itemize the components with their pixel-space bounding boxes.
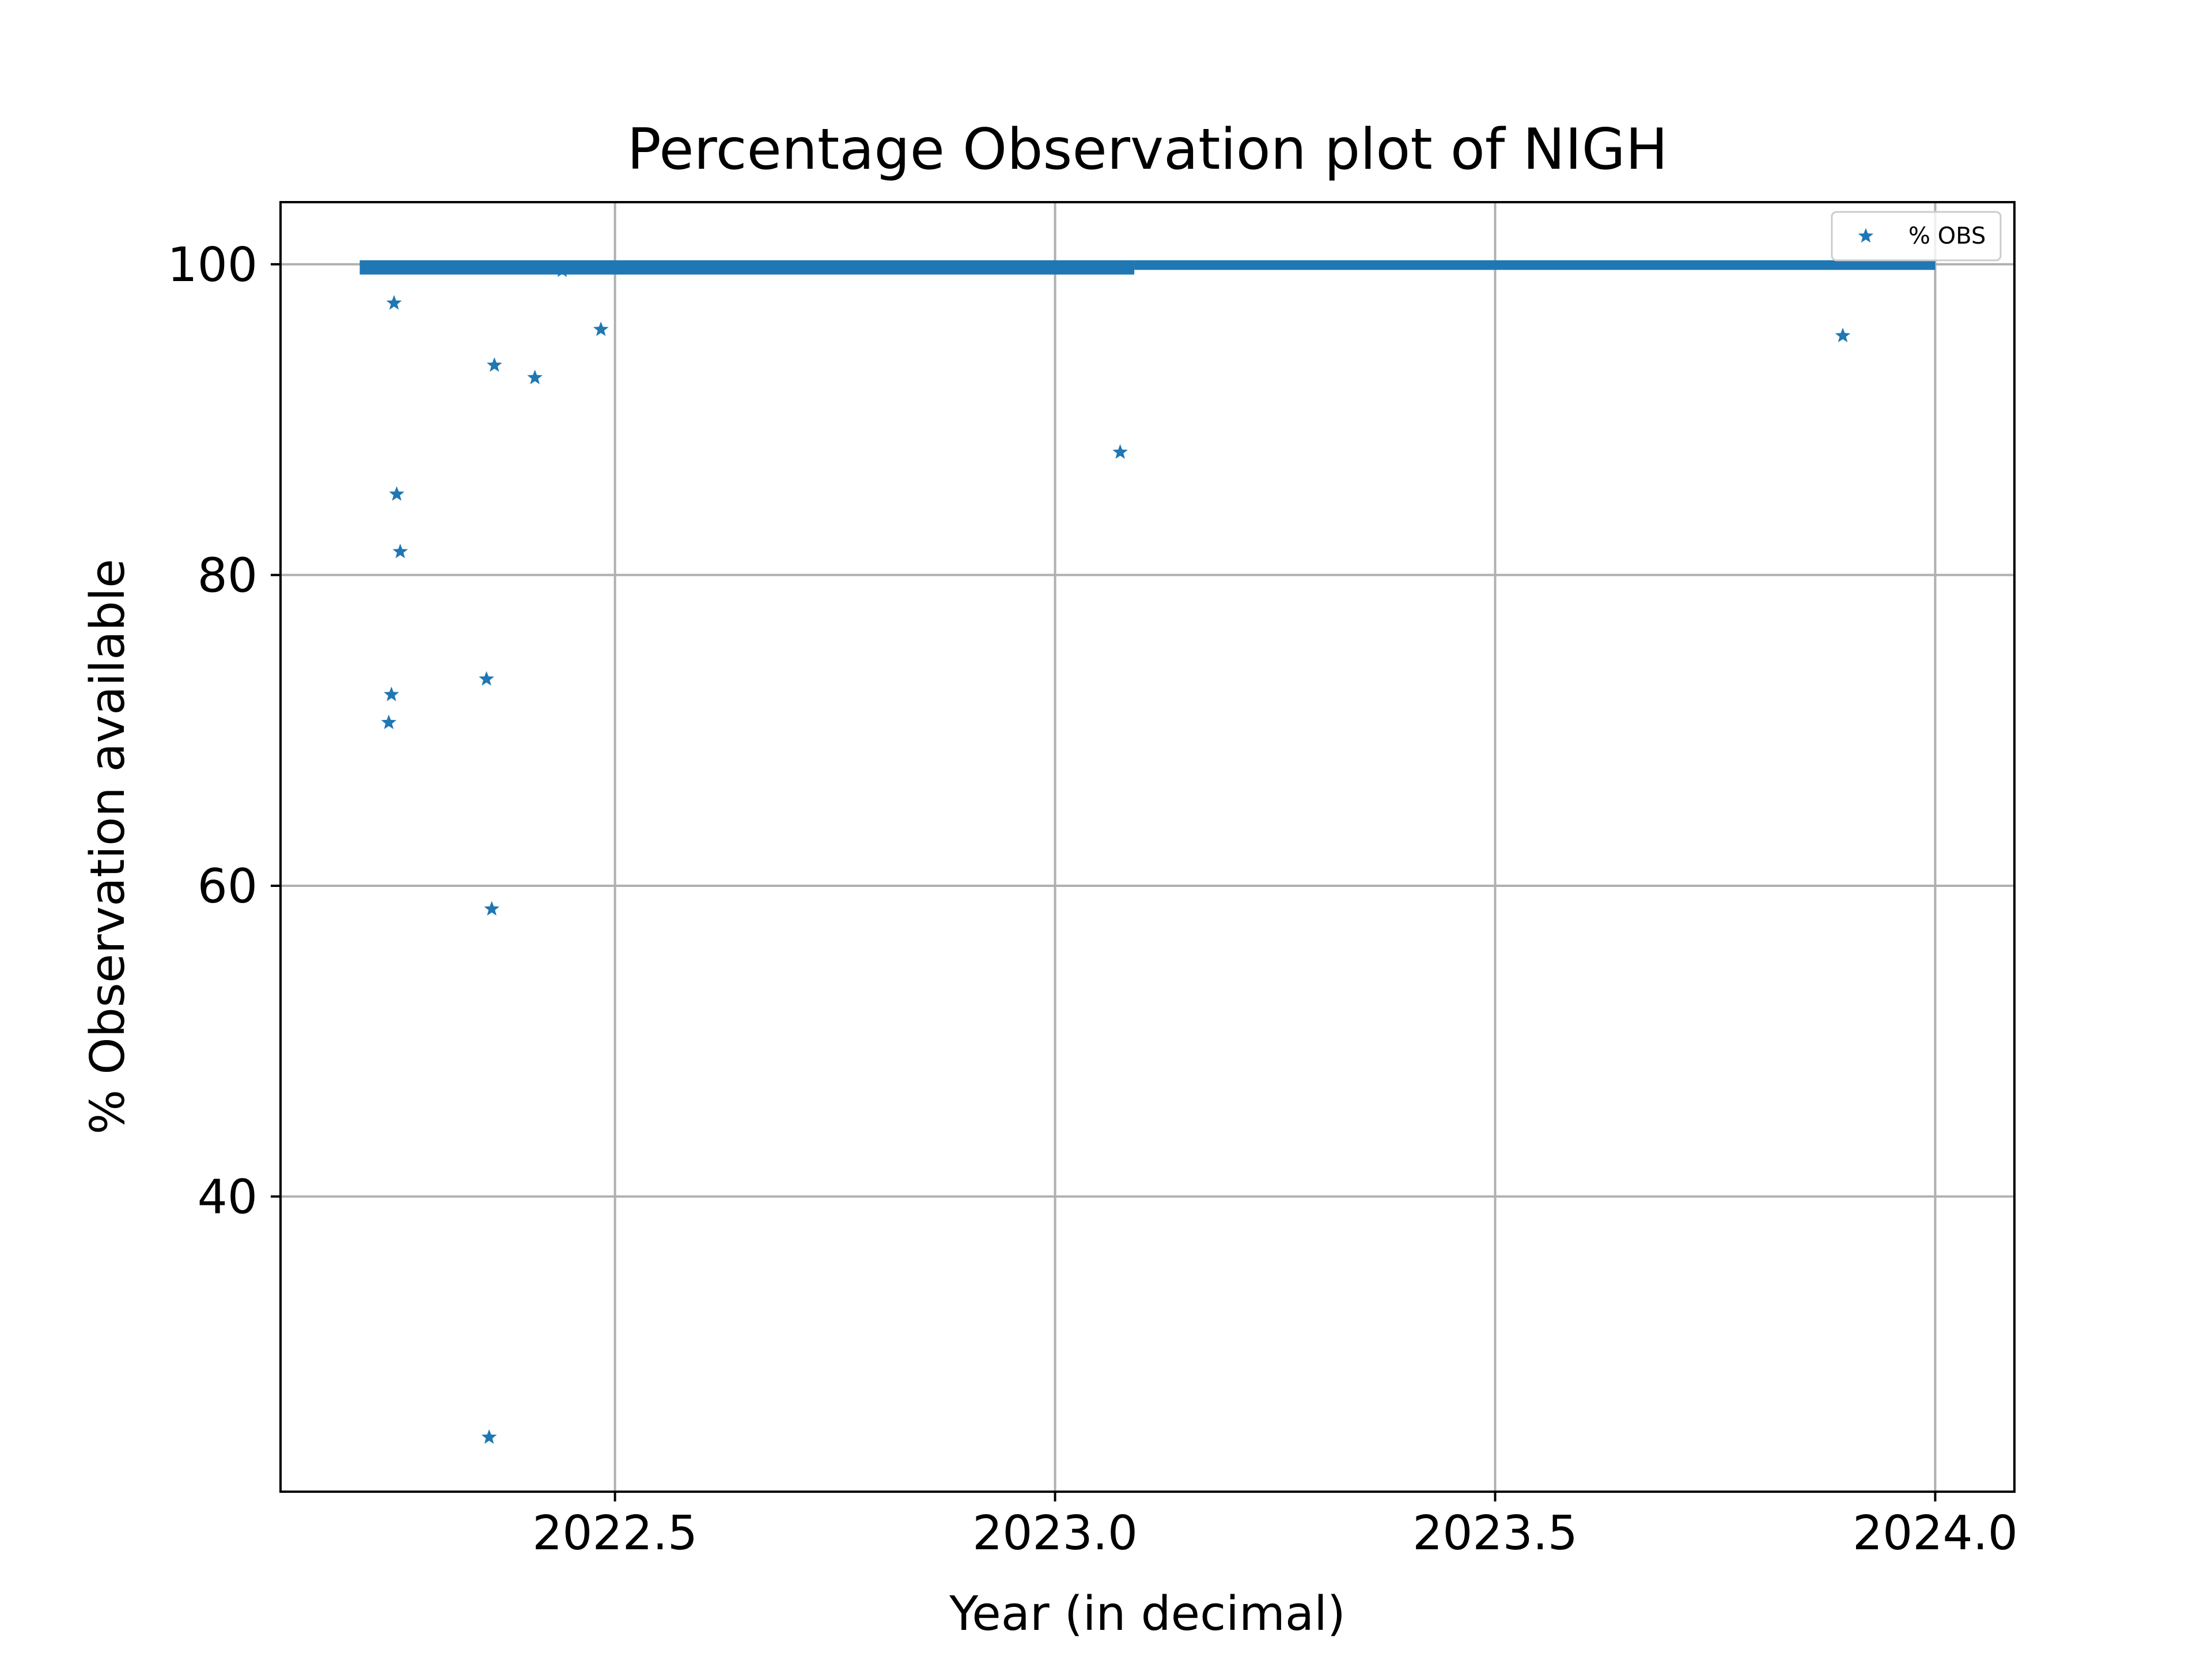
chart-title: Percentage Observation plot of NIGH <box>627 117 1668 183</box>
legend-marker-star-icon <box>1858 228 1874 243</box>
data-point <box>527 369 543 385</box>
data-point <box>386 295 402 310</box>
data-point <box>554 262 570 277</box>
y-tick-label: 60 <box>198 859 257 914</box>
x-tick-label: 2024.0 <box>1853 1506 2018 1561</box>
axis-ticks: 2022.5 2023.0 2023.5 2024.0 40 60 80 100 <box>167 238 2017 1561</box>
x-axis-title: Year (in decimal) <box>949 1587 1346 1641</box>
data-point <box>481 1429 497 1444</box>
data-point <box>479 671 494 686</box>
legend-label: % OBS <box>1908 223 1986 249</box>
data-point <box>484 901 499 916</box>
axes-frame <box>279 201 2016 1493</box>
data-point <box>593 321 609 336</box>
data-point <box>1835 328 1851 343</box>
data-point <box>392 544 408 559</box>
y-tick-label: 40 <box>198 1170 257 1224</box>
plot-area <box>359 260 1936 1444</box>
data-point <box>1112 444 1128 459</box>
x-tick-label: 2023.0 <box>972 1506 1138 1561</box>
data-band <box>1134 260 1936 270</box>
legend: % OBS <box>1831 211 2002 261</box>
data-band <box>359 260 1135 275</box>
y-tick-label: 100 <box>167 238 257 293</box>
y-axis-title: % Observation available <box>81 559 135 1135</box>
data-point <box>389 486 404 501</box>
x-tick-label: 2022.5 <box>532 1506 698 1561</box>
y-tick-label: 80 <box>198 548 257 603</box>
data-point <box>381 714 397 729</box>
data-point <box>487 357 502 372</box>
legend-box <box>1831 211 2002 261</box>
data-point <box>384 687 399 701</box>
x-tick-label: 2023.5 <box>1412 1506 1578 1561</box>
